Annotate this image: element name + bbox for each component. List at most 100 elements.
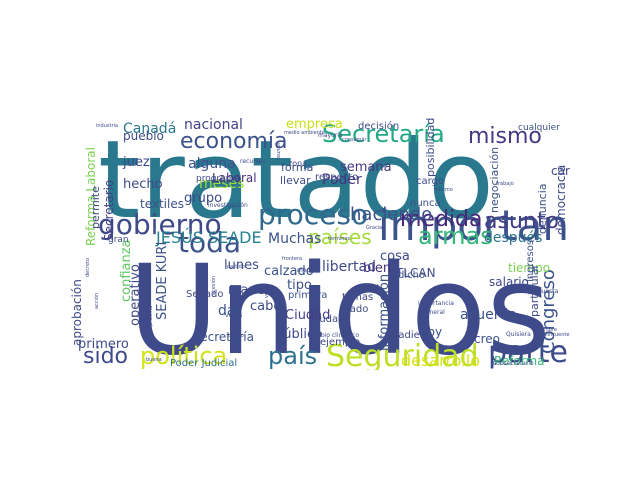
word: información [377,274,392,351]
word: SEADE KURI [155,242,170,320]
word: vez [264,289,270,298]
word: armas [418,222,493,250]
word: Reforma [494,354,545,368]
word: mínimo [434,186,453,193]
word: buena [146,357,162,363]
word: Secretario [102,180,116,241]
word: calzado [264,264,314,279]
word: gobierno [98,208,222,241]
word: Congreso [538,269,559,354]
word: ingresos [525,240,536,282]
word: pueblo [123,129,164,143]
word: alguna [188,156,236,172]
word: cabo [250,299,281,314]
word: términos [328,235,350,242]
word: secretaría [194,330,254,344]
word: hoy [420,325,442,339]
word: tipo [287,278,312,293]
word: programa [196,174,240,184]
word: Poder [322,172,362,188]
word-cloud-canvas: Unidostratadoimportante gobierno Seguridad… [70,117,570,370]
word: delincuente [540,332,569,338]
word: negociación [488,147,501,213]
word: cosa [380,249,410,264]
word: manera [228,283,278,298]
word: temas [342,292,373,303]
word: Senado [186,289,223,300]
word: Laboral [212,171,257,185]
word: aprobación [70,279,84,346]
word: zona [288,159,307,168]
word: cargo [416,176,444,187]
word: creo [474,332,500,346]
word: bien [363,261,391,276]
word: Poder Judicial [170,358,237,369]
word: cualquier [518,123,560,133]
word: asunto [484,209,559,234]
word: meses [199,176,244,192]
word: veces [225,312,242,319]
word: mayoría [318,132,343,139]
word: Gracias [366,225,385,231]
word: forma [281,161,313,174]
word: duda [313,314,338,325]
word: operativo [128,264,143,326]
word: medio [297,267,316,274]
word: confianza [119,239,134,302]
word: partido [227,264,245,270]
word: recesión [210,276,217,297]
word: primera [288,290,327,301]
word: permite [89,186,102,229]
word: medida [400,207,483,232]
word: desarrollo [401,351,480,370]
word: subsecretario [493,360,534,367]
word: Quisiera [506,331,531,338]
word: nunca [410,198,441,209]
word: Muchas [268,231,321,247]
word: conseguir [342,137,367,143]
word: importante [378,201,570,250]
word: decreto [85,258,91,277]
word: nadie [392,330,420,341]
word: recursos [240,158,266,165]
word: proceso [258,198,368,231]
word: Unidos [128,239,551,370]
word: Seguridad [326,339,479,370]
word: Canadá [123,121,176,137]
word: llevar [280,174,311,187]
word: denuncia [536,183,549,234]
word: tratado [98,118,494,243]
word: decisión [358,120,399,132]
word: libre [546,327,557,333]
word-cloud: Unidostratadoimportante gobierno Seguridad… [68,116,570,370]
word: acuerdo [460,307,517,323]
word: democracia [554,165,568,235]
word: industria [96,123,118,129]
word: economía [180,129,288,154]
word: TLCAN [395,266,436,280]
word: dicho [398,270,425,281]
word: política [140,342,227,370]
word: Secretaría [322,120,445,148]
word: juez [122,155,150,170]
word: libertad [322,259,376,275]
word: propuesta [528,288,559,295]
word: dinero [228,333,244,339]
word: respecto [315,172,358,183]
word: países [308,225,372,249]
word: carta [551,164,570,178]
word: tiempo [508,261,550,275]
word: empresa [286,117,343,132]
word: primero [78,337,129,352]
word: Ciudad [285,308,330,323]
word: lunes [224,258,259,273]
word: lado [347,304,368,315]
word: particular [528,264,541,317]
word: JESÚS SEADE [155,228,262,247]
word: acción [93,293,100,309]
word: después [484,230,542,246]
word: general [422,309,445,316]
word: país [268,342,317,370]
word: Reforma Laboral [84,147,98,246]
word: cambio climático [308,332,359,339]
